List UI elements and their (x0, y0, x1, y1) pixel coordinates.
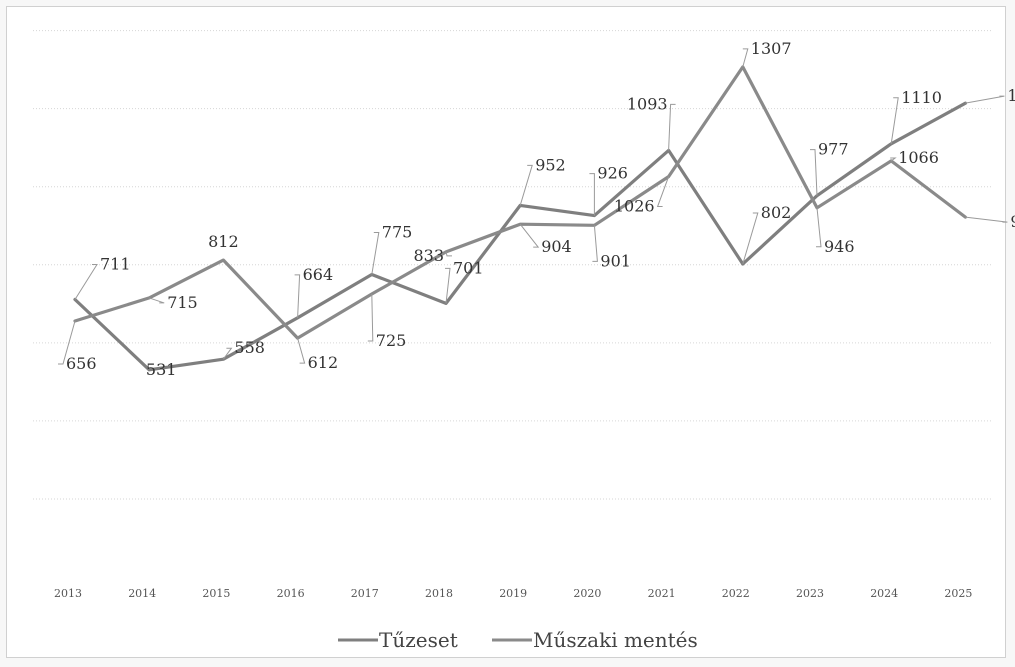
data-label: 715 (167, 293, 198, 312)
data-label: 775 (382, 223, 413, 242)
x-tick-label: 2019 (499, 587, 527, 600)
data-label: 1214 (1007, 86, 1015, 105)
data-label: 812 (208, 232, 239, 251)
leader-line (222, 347, 233, 360)
x-tick-label: 2020 (573, 587, 601, 600)
data-label: 1093 (627, 94, 668, 113)
x-tick-label: 2017 (351, 587, 379, 600)
x-tick-label: 2015 (202, 587, 230, 600)
leader-line (297, 338, 306, 364)
data-label: 612 (308, 353, 339, 372)
leader-line (668, 103, 676, 151)
data-labels: 711 531 558 664 775 701 952 926 1093 802 977 1110 12… (58, 39, 1015, 379)
data-label: 1307 (751, 39, 792, 58)
series-line-2 (73, 65, 968, 340)
x-axis-ticks: 2013 2014 2015 2016 2017 2018 2019 2020 2021 2022… (54, 587, 972, 600)
series-lines (73, 65, 968, 372)
data-label: 701 (453, 258, 484, 277)
legend: Tűzeset Műszaki mentés (338, 628, 698, 652)
leader-line (965, 95, 1005, 104)
x-tick-label: 2013 (54, 587, 82, 600)
x-tick-label: 2025 (944, 587, 972, 600)
x-tick-label: 2016 (277, 587, 305, 600)
data-label: 664 (303, 265, 334, 284)
leader-line (445, 251, 452, 257)
leader-line (890, 97, 899, 144)
data-label: 904 (541, 237, 572, 256)
x-tick-label: 2024 (870, 587, 898, 600)
data-label: 1026 (614, 197, 655, 216)
data-label: 952 (535, 155, 566, 174)
data-label: 922 (1010, 212, 1015, 231)
leader-line (74, 263, 98, 300)
leader-line (656, 176, 670, 208)
chart-frame (6, 6, 1006, 658)
data-label: 711 (100, 254, 131, 273)
leader-line (294, 274, 301, 318)
data-label: 656 (66, 354, 97, 373)
legend-label-2: Műszaki mentés (533, 628, 698, 652)
x-tick-label: 2022 (722, 587, 750, 600)
data-label: 901 (600, 251, 631, 270)
data-label: 558 (234, 338, 265, 357)
gridlines (33, 30, 993, 500)
leader-line (816, 207, 822, 248)
x-tick-label: 2023 (796, 587, 824, 600)
leader-line (589, 173, 595, 216)
leader-line (810, 149, 818, 196)
leader-line (592, 225, 598, 262)
leader-line (519, 223, 540, 248)
leader-line (58, 320, 76, 365)
x-tick-label: 2014 (128, 587, 156, 600)
data-label: 833 (413, 246, 444, 265)
data-label: 1110 (901, 88, 942, 107)
data-label: 926 (597, 164, 628, 183)
data-label: 531 (146, 360, 177, 379)
leader-line (890, 157, 897, 162)
data-label: 1066 (898, 148, 939, 167)
data-label: 802 (761, 203, 792, 222)
leader-line (445, 267, 451, 304)
leader-line (367, 294, 374, 342)
data-label: 977 (818, 140, 849, 159)
leader-line (965, 216, 1008, 223)
leader-line (149, 297, 165, 304)
data-label: 725 (376, 331, 407, 350)
legend-label-1: Tűzeset (379, 628, 458, 652)
leader-line (519, 164, 533, 206)
leader-line (742, 212, 759, 265)
data-label: 946 (824, 237, 855, 256)
x-tick-label: 2018 (425, 587, 453, 600)
x-tick-label: 2021 (648, 587, 676, 600)
leader-line (371, 232, 380, 275)
leader-line (742, 48, 749, 68)
